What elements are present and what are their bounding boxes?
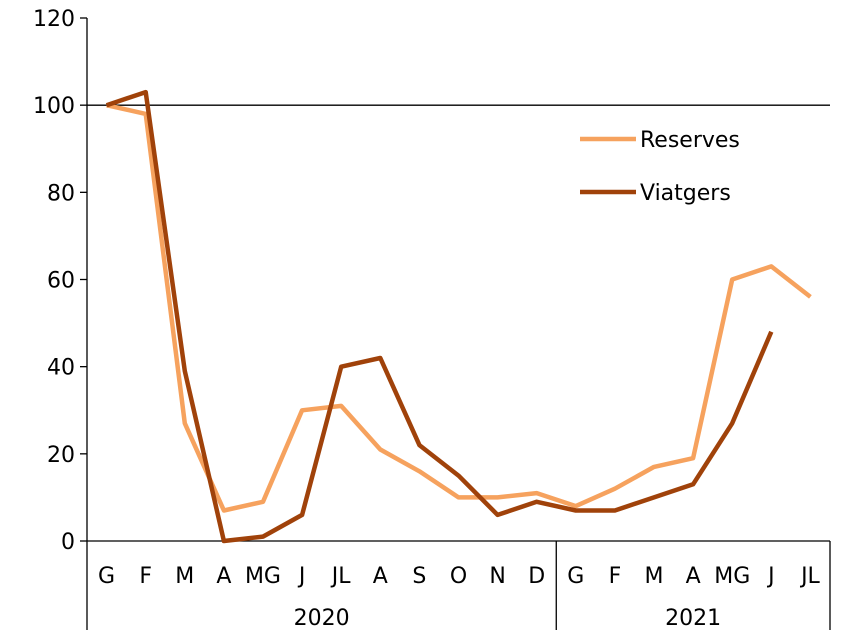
x-tick-label: G — [567, 564, 584, 589]
x-tick-label: J — [766, 564, 775, 589]
legend: Reserves Viatgers — [580, 128, 740, 206]
y-tick-label: 60 — [47, 269, 75, 294]
y-tick-label: 20 — [47, 443, 75, 468]
x-tick-label: JL — [330, 564, 351, 589]
x-tick-label: A — [686, 564, 701, 589]
x-tick-label: F — [139, 564, 152, 589]
legend-label: Reserves — [640, 128, 740, 153]
x-tick-label: O — [450, 564, 467, 589]
y-tick-label: 120 — [33, 7, 75, 32]
x-tick-label: J — [297, 564, 306, 589]
x-tick-label: JL — [799, 564, 820, 589]
x-tick-label: A — [216, 564, 231, 589]
y-tick-label: 40 — [47, 356, 75, 381]
x-tick-label: MG — [245, 564, 281, 589]
series-line-viatgers — [105, 89, 774, 544]
x-tick-label: D — [528, 564, 545, 589]
x-tick-label: M — [175, 564, 194, 589]
x-tick-label: G — [98, 564, 115, 589]
x-tick-label: A — [373, 564, 388, 589]
legend-label: Viatgers — [640, 181, 731, 206]
x-tick-label: N — [489, 564, 505, 589]
x-tick-label: M — [645, 564, 664, 589]
series-layer — [105, 89, 812, 544]
y-tick-label: 100 — [33, 94, 75, 119]
y-tick-label: 80 — [47, 181, 75, 206]
y-tick-label: 0 — [61, 530, 75, 555]
year-label: 2020 — [294, 606, 350, 630]
x-tick-label: MG — [714, 564, 750, 589]
series-line-reserves — [106, 103, 812, 513]
year-label: 2021 — [665, 606, 721, 630]
x-tick-label: S — [412, 564, 426, 589]
x-tick-label: F — [609, 564, 622, 589]
